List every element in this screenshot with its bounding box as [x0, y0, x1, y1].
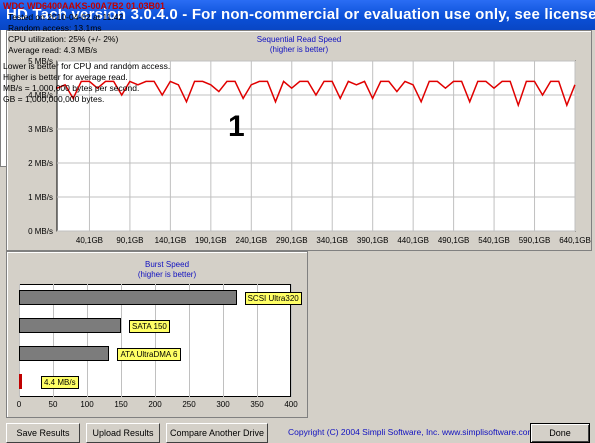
y-tick-label: 0 MB/s	[28, 227, 53, 236]
burst-tick-label: 300	[216, 400, 230, 409]
burst-tick-label: 400	[284, 400, 298, 409]
x-tick-label: 490,1GB	[438, 236, 470, 245]
burst-bar	[19, 346, 110, 361]
burst-bar	[19, 290, 237, 305]
y-tick-label: 2 MB/s	[28, 159, 53, 168]
sequential-chart: 5 MB/s 4 MB/s 3 MB/s 2 MB/s 1 MB/s 0 MB/s 40,1…	[28, 57, 591, 245]
burst-bar	[19, 374, 22, 389]
burst-gridline	[155, 284, 156, 397]
y-tick-label: 5 MB/s	[28, 57, 53, 66]
burst-title-line1: Burst Speed	[144, 260, 190, 269]
burst-gridline	[223, 284, 224, 397]
read-speed-line	[56, 80, 576, 108]
burst-tick-label: 50	[48, 400, 58, 409]
burst-tick-label: 250	[182, 400, 196, 409]
done-button[interactable]: Done	[530, 423, 590, 443]
burst-speed-panel: Burst Speed (higher is better) 0 50 100 150…	[6, 251, 308, 418]
burst-tick-label: 0	[16, 400, 22, 409]
burst-chart: 0 50 100 150 200 250 300 350 400 SCSI Ultra320 SAT…	[7, 252, 307, 417]
note-read: Higher is better for average read.	[3, 72, 128, 82]
x-tick-label: 340,1GB	[316, 236, 348, 245]
burst-gridline	[189, 284, 190, 397]
y-tick-label: 3 MB/s	[28, 125, 53, 134]
burst-bar-label: SATA 150	[129, 320, 170, 333]
x-tick-label: 590,1GB	[519, 236, 551, 245]
x-tick-label: 40,1GB	[76, 236, 103, 245]
burst-bar-label: 4.4 MB/s	[41, 376, 79, 389]
note-mbs: MB/s = 1,000,000 bytes per second.	[3, 83, 140, 93]
x-tick-label: 240,1GB	[236, 236, 268, 245]
sequential-title-line1: Sequential Read Speed	[256, 35, 342, 44]
x-tick-label: 140,1GB	[155, 236, 187, 245]
burst-tick-label: 100	[80, 400, 94, 409]
compare-drive-button[interactable]: Compare Another Drive	[166, 423, 268, 443]
sequential-title: Sequential Read Speed (higher is better)	[7, 35, 591, 55]
y-tick-label: 1 MB/s	[28, 193, 53, 202]
burst-gridline	[121, 284, 122, 397]
badge-number: 1	[228, 110, 245, 143]
x-tick-label: 440,1GB	[397, 236, 429, 245]
burst-tick-label: 350	[250, 400, 264, 409]
save-results-button[interactable]: Save Results	[6, 423, 80, 443]
y-tick-label: 4 MB/s	[28, 91, 53, 100]
tested-date: Tested on 2010-04-02 at 11:42	[8, 12, 124, 22]
burst-tick-label: 150	[114, 400, 128, 409]
random-access: Random access: 13.1ms	[8, 23, 102, 33]
copyright-link[interactable]: Copyright (C) 2004 Simpli Software, Inc.…	[288, 427, 535, 437]
burst-tick-label: 200	[148, 400, 162, 409]
burst-gridline	[87, 284, 88, 397]
title-bar: HD Tach version 3.0.4.0 - For non-commer…	[0, 0, 595, 30]
cpu-utilization: CPU utilization: 25% (+/- 2%)	[8, 34, 119, 44]
note-gb: GB = 1,000,000,000 bytes.	[3, 94, 105, 104]
note-cpu: Lower is better for CPU and random acces…	[3, 61, 171, 71]
x-tick-label: 390,1GB	[357, 236, 389, 245]
burst-bar	[19, 318, 121, 333]
upload-results-button[interactable]: Upload Results	[86, 423, 160, 443]
burst-gridline	[257, 284, 258, 397]
x-tick-label: 290,1GB	[276, 236, 308, 245]
sequential-title-line2: (higher is better)	[269, 45, 329, 54]
burst-bar-label: SCSI Ultra320	[244, 292, 302, 305]
burst-title-line2: (higher is better)	[137, 270, 197, 279]
burst-gridline	[291, 284, 292, 397]
x-tick-label: 190,1GB	[195, 236, 227, 245]
x-tick-label: 540,1GB	[478, 236, 510, 245]
burst-gridline	[19, 284, 20, 397]
window-title: HD Tach version 3.0.4.0 - For non-commer…	[6, 6, 595, 23]
burst-title: Burst Speed (higher is better)	[87, 260, 247, 280]
burst-bar-label: ATA UltraDMA 6	[117, 348, 181, 361]
average-read: Average read: 4.3 MB/s	[8, 45, 98, 55]
x-tick-label: 90,1GB	[116, 236, 143, 245]
x-tick-label: 640,1GB	[559, 236, 591, 245]
sequential-read-panel: Sequential Read Speed (higher is better)…	[6, 30, 592, 251]
drive-model: WDC WD6400AAKS-00A7B2 01.03B01	[3, 1, 166, 11]
burst-gridline	[53, 284, 54, 397]
